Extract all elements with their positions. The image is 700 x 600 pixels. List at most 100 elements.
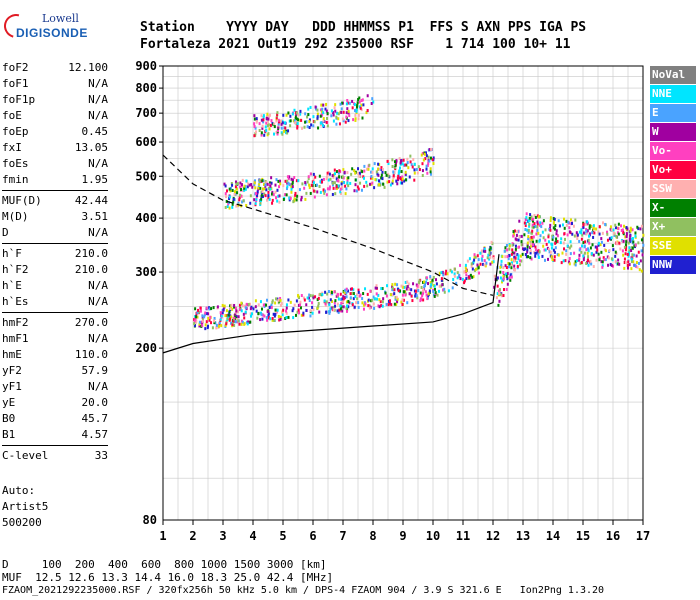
echo-point <box>285 131 288 135</box>
echo-point <box>641 253 644 257</box>
echo-point <box>275 116 278 120</box>
echo-point <box>251 185 254 189</box>
echo-point <box>420 285 423 289</box>
echo-point <box>539 221 542 225</box>
echo-point <box>417 165 420 169</box>
echo-point <box>299 109 302 113</box>
echo-point <box>233 192 236 196</box>
echo-point <box>305 191 308 195</box>
echo-point <box>426 171 429 175</box>
echo-point <box>348 101 351 105</box>
model-profile-curve <box>162 254 500 354</box>
echo-point <box>289 124 292 128</box>
echo-point <box>432 290 435 294</box>
param-row: fmin 1.95 <box>2 172 108 188</box>
echo-point <box>452 277 455 281</box>
echo-point <box>527 228 530 232</box>
echo-point <box>351 99 354 103</box>
echo-point <box>261 307 264 311</box>
echo-point <box>505 287 508 291</box>
echo-point <box>530 215 533 219</box>
echo-point <box>339 304 342 308</box>
echo-point <box>258 128 261 132</box>
echo-point <box>248 183 251 187</box>
echo-point <box>568 246 571 250</box>
echo-point <box>260 133 263 137</box>
echo-point <box>289 119 292 123</box>
echo-point <box>502 277 505 281</box>
echo-point <box>484 264 487 268</box>
echo-point <box>286 175 289 179</box>
echo-point <box>365 167 368 171</box>
echo-point <box>596 248 599 252</box>
echo-point <box>277 125 280 129</box>
echo-point <box>391 293 394 297</box>
param-row: foEp 0.45 <box>2 124 108 140</box>
echo-point <box>536 214 539 218</box>
echo-point <box>429 276 432 280</box>
echo-point <box>340 182 343 186</box>
echo-point <box>404 163 407 167</box>
echo-point <box>357 187 360 191</box>
echo-point <box>614 226 617 230</box>
echo-point <box>368 306 371 310</box>
echo-point <box>554 224 557 228</box>
echo-point <box>354 113 357 117</box>
echo-point <box>210 307 213 311</box>
echo-point <box>366 109 369 113</box>
echo-point <box>585 229 588 233</box>
x-tick-label: 1 <box>159 529 166 543</box>
echo-point <box>382 182 385 186</box>
echo-point <box>231 307 234 311</box>
echo-point <box>586 251 589 255</box>
echo-point <box>282 198 285 202</box>
echo-point <box>259 318 262 322</box>
echo-point <box>585 262 588 266</box>
echo-point <box>353 109 356 113</box>
echo-point <box>610 236 613 240</box>
echo-point <box>543 248 546 252</box>
echo-point <box>332 308 335 312</box>
echo-point <box>339 192 342 196</box>
echo-point <box>286 185 289 189</box>
echo-point <box>358 100 361 104</box>
echo-point <box>245 203 248 207</box>
echo-point <box>254 179 257 183</box>
echo-point <box>302 296 305 300</box>
echo-point <box>634 263 637 267</box>
echo-point <box>393 160 396 164</box>
echo-point <box>587 238 590 242</box>
echo-point <box>321 121 324 125</box>
echo-point <box>261 126 264 130</box>
echo-point <box>319 114 322 118</box>
echo-point <box>261 189 264 193</box>
echo-point <box>255 197 258 201</box>
echo-point <box>381 287 384 291</box>
echo-point <box>265 188 268 192</box>
echo-point <box>296 126 299 130</box>
echo-point <box>230 303 233 307</box>
param-name: foF1 <box>2 77 29 90</box>
echo-point <box>261 194 264 198</box>
echo-point <box>293 303 296 307</box>
echo-point <box>201 315 204 319</box>
echo-point <box>308 299 311 303</box>
param-name: foEs <box>2 157 29 170</box>
echo-point <box>511 243 514 247</box>
echo-point <box>299 300 302 304</box>
echo-point <box>537 231 540 235</box>
echo-point <box>364 302 367 306</box>
echo-point <box>306 180 309 184</box>
echo-point <box>276 111 279 115</box>
echo-point <box>333 172 336 176</box>
echo-point <box>534 245 537 249</box>
echo-point <box>429 275 432 279</box>
echo-point <box>193 322 196 326</box>
echo-point <box>294 313 297 317</box>
echo-point <box>262 114 265 118</box>
echo-point <box>565 223 568 227</box>
echo-point <box>310 123 313 127</box>
echo-point <box>325 102 328 106</box>
echo-point <box>530 257 533 261</box>
echo-point <box>290 187 293 191</box>
